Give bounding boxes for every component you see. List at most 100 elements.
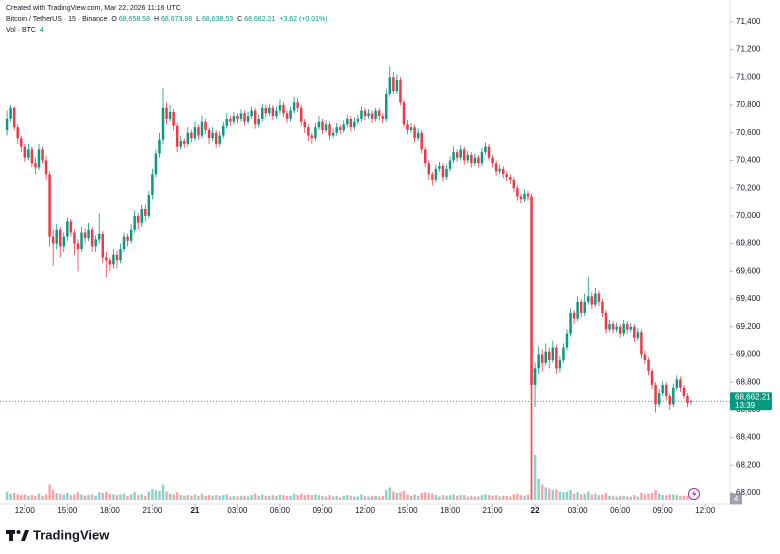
candle-body [158,139,161,154]
candle-body [604,312,608,330]
volume-bar [555,489,558,500]
ohlc-label: O [111,16,117,23]
volume-bar [51,490,55,500]
candle-body [154,153,158,175]
candle-body [48,174,51,237]
alert-icon[interactable] [688,488,700,500]
volume-bar [579,494,583,500]
candle-body [73,232,76,244]
volume-bar [647,493,650,500]
candle-body [243,113,246,122]
volume-bar [307,494,310,500]
volume-bar [94,495,97,500]
volume-bar [572,493,576,500]
y-tick-label: 70,600 [736,128,761,137]
volume-bar [20,495,23,500]
volume-bar [512,494,516,500]
candles [5,66,693,500]
candle-body [328,124,331,136]
volume-bar [140,494,143,500]
candle-body [197,127,200,136]
y-tick-label: 69,800 [736,239,761,248]
x-tick-label: 03:00 [227,506,248,515]
candle-body [491,157,494,164]
candle-body [94,239,97,247]
ohlc-value: 68,638.53 [202,16,234,23]
ohlc-label: H [153,16,159,23]
candle-body [193,127,197,139]
volume-bar [424,492,427,500]
volume-bar [533,455,537,500]
volume-bar [374,495,377,500]
volume-bar [672,494,675,500]
volume-bar [30,495,34,500]
volume-bar [487,495,491,500]
volume-bar [23,494,27,500]
candle-body [41,149,44,161]
volume-bar [105,491,108,500]
volume-bar [594,493,597,500]
candle-body [87,229,90,239]
volume-bar [353,496,356,500]
candle-body [324,124,328,130]
volume-bar [338,497,342,500]
volume-bar [664,495,668,500]
candle-body [477,157,480,164]
volume-bar [250,495,253,500]
candle-body [657,393,661,405]
volume-bar [551,490,555,500]
candle-body [275,110,278,117]
candle-body [342,124,345,130]
last-price-label: 68,662.21 [735,392,771,401]
candle-body [370,113,374,119]
volume-bar [151,489,154,500]
candle-body [356,118,360,122]
volume-bar [629,496,633,500]
volume-bar [360,494,363,500]
symbol-row: Bitcoin / TetherUS · 15 · Binance O 68,65… [6,14,330,25]
candle-body [686,396,689,403]
volume-bar [441,495,445,500]
brand: TradingView [33,527,110,542]
y-tick-label: 68,400 [736,433,761,442]
candle-body [654,384,657,405]
volume-bar [218,495,221,500]
volume-bar [540,484,544,500]
candle-body [353,121,356,128]
candle-body [583,301,586,313]
candle-body [310,135,314,139]
candle-body [509,177,512,180]
y-tick-label: 68,200 [736,460,761,469]
volume-bar [622,495,625,500]
candle-body [62,236,66,247]
candle-body [278,105,282,111]
volume-bar [402,490,406,500]
volume-bar [126,495,129,500]
volume-bar [253,493,257,500]
candle-body [487,146,491,158]
volume-bar [9,493,12,500]
volume-bar [299,493,303,500]
candle-body [409,127,413,130]
volume-bar [66,492,69,500]
volume-bar [190,495,193,500]
volume-bar [133,492,136,500]
candle-body [608,323,611,330]
candle-body [572,312,576,319]
y-tick-label: 71,400 [736,17,761,26]
y-tick-label: 70,400 [736,156,761,165]
candle-body [512,179,516,189]
candle-body [562,347,565,361]
candle-body [672,387,675,405]
candle-body [76,243,80,250]
volume-bar [331,496,335,500]
candle-body [420,132,423,150]
volume-bar [16,494,19,500]
volume-bar [207,495,211,500]
volume-bar [562,492,565,500]
volume-bar [657,493,661,500]
volume-row: Vol · BTC 4 [6,25,330,36]
ohlc-label: L [196,16,201,23]
candle-body [97,233,101,240]
